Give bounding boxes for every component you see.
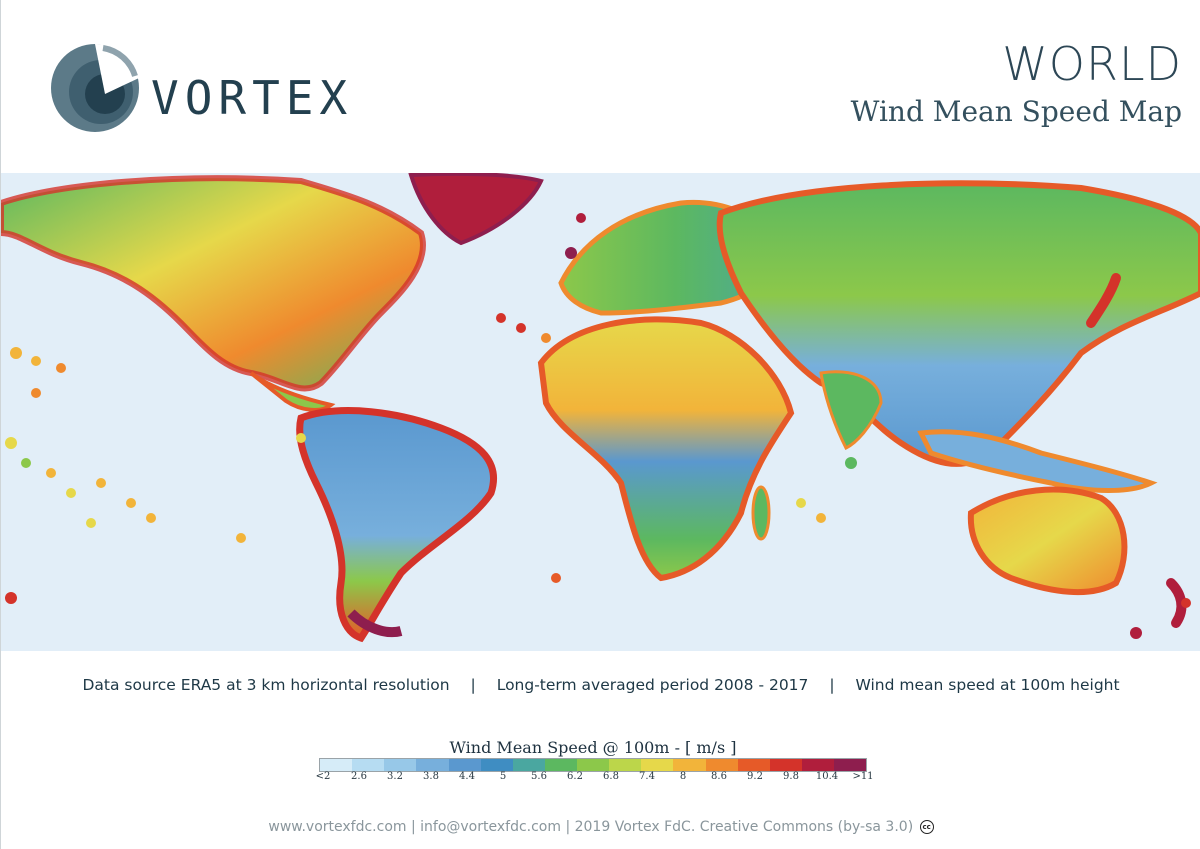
legend-tick-label: 8.6 [711,771,727,782]
legend-tick-label: <2 [315,771,331,782]
legend-swatch [544,759,577,771]
indian-ocean-islands [796,457,1191,639]
separator: | [470,676,476,694]
legend-title: Wind Mean Speed @ 100m - [ m/s ] [449,738,737,757]
data-source-text: Data source ERA5 at 3 km horizontal reso… [82,676,450,694]
africa-region [537,316,795,582]
world-map-image [1,173,1200,643]
australia-region [967,486,1128,595]
legend-tick-label: >11 [852,771,874,782]
legend-tick-label: 6.8 [603,771,619,782]
legend-swatch [448,759,481,771]
legend-tick-label: 6.2 [567,771,583,782]
world-wind-map [1,173,1200,651]
legend-tick-label: 3.2 [387,771,403,782]
footer-text: www.vortexfdc.com | info@vortexfdc.com |… [268,819,914,835]
legend-swatch [577,759,610,771]
legend-swatch [673,759,706,771]
atlantic-islands [296,213,586,583]
legend-swatch [801,759,834,771]
info-line: Data source ERA5 at 3 km horizontal reso… [1,676,1200,694]
separator: | [829,676,835,694]
legend-swatch [609,759,642,771]
asia-region [716,180,1200,467]
page-title: WORLD [1002,37,1182,91]
greenland-region [408,173,544,246]
legend-tick-label: 3.8 [423,771,439,782]
legend-swatch [737,759,770,771]
legend-ticks: <2 2.6 3.2 3.8 4.4 5 5.6 6.2 6.8 7.4 8 8.6 9.2 9.8 10.… [315,771,874,785]
legend-swatch [352,759,385,771]
pacific-islands [5,347,246,604]
vortex-logo-icon [51,43,139,132]
footer: www.vortexfdc.com | info@vortexfdc.com |… [1,819,1200,835]
legend-tick-label: 10.4 [815,771,839,782]
legend-swatch [834,759,867,771]
south-america-region [296,407,498,643]
legend-tick-label: 5.6 [531,771,547,782]
legend-swatch [384,759,417,771]
legend-swatch [416,759,449,771]
legend-tick-label: 5 [499,771,507,782]
legend-tick-label: 4.4 [459,771,475,782]
legend-tick-label: 2.6 [351,771,367,782]
period-text: Long-term averaged period 2008 - 2017 [496,676,809,694]
legend-swatch [769,759,802,771]
legend-swatch [705,759,738,771]
legend-tick-label: 7.4 [639,771,655,782]
creative-commons-icon: cc [919,820,934,834]
north-america-region [1,175,426,392]
legend-swatch [512,759,545,771]
legend-tick-label: 9.2 [747,771,763,782]
legend-tick-label: 8 [679,771,687,782]
legend-swatch [480,759,513,771]
page-subtitle: Wind Mean Speed Map [850,95,1182,128]
brand-name: VORTEX [151,71,354,125]
height-text: Wind mean speed at 100m height [855,676,1120,694]
legend-tick-label: 9.8 [783,771,799,782]
legend-swatch [641,759,674,771]
title-block: WORLD Wind Mean Speed Map [851,34,1182,130]
legend-color-bar [319,758,867,772]
indonesia-region [917,429,1158,493]
legend-swatch [320,759,353,771]
